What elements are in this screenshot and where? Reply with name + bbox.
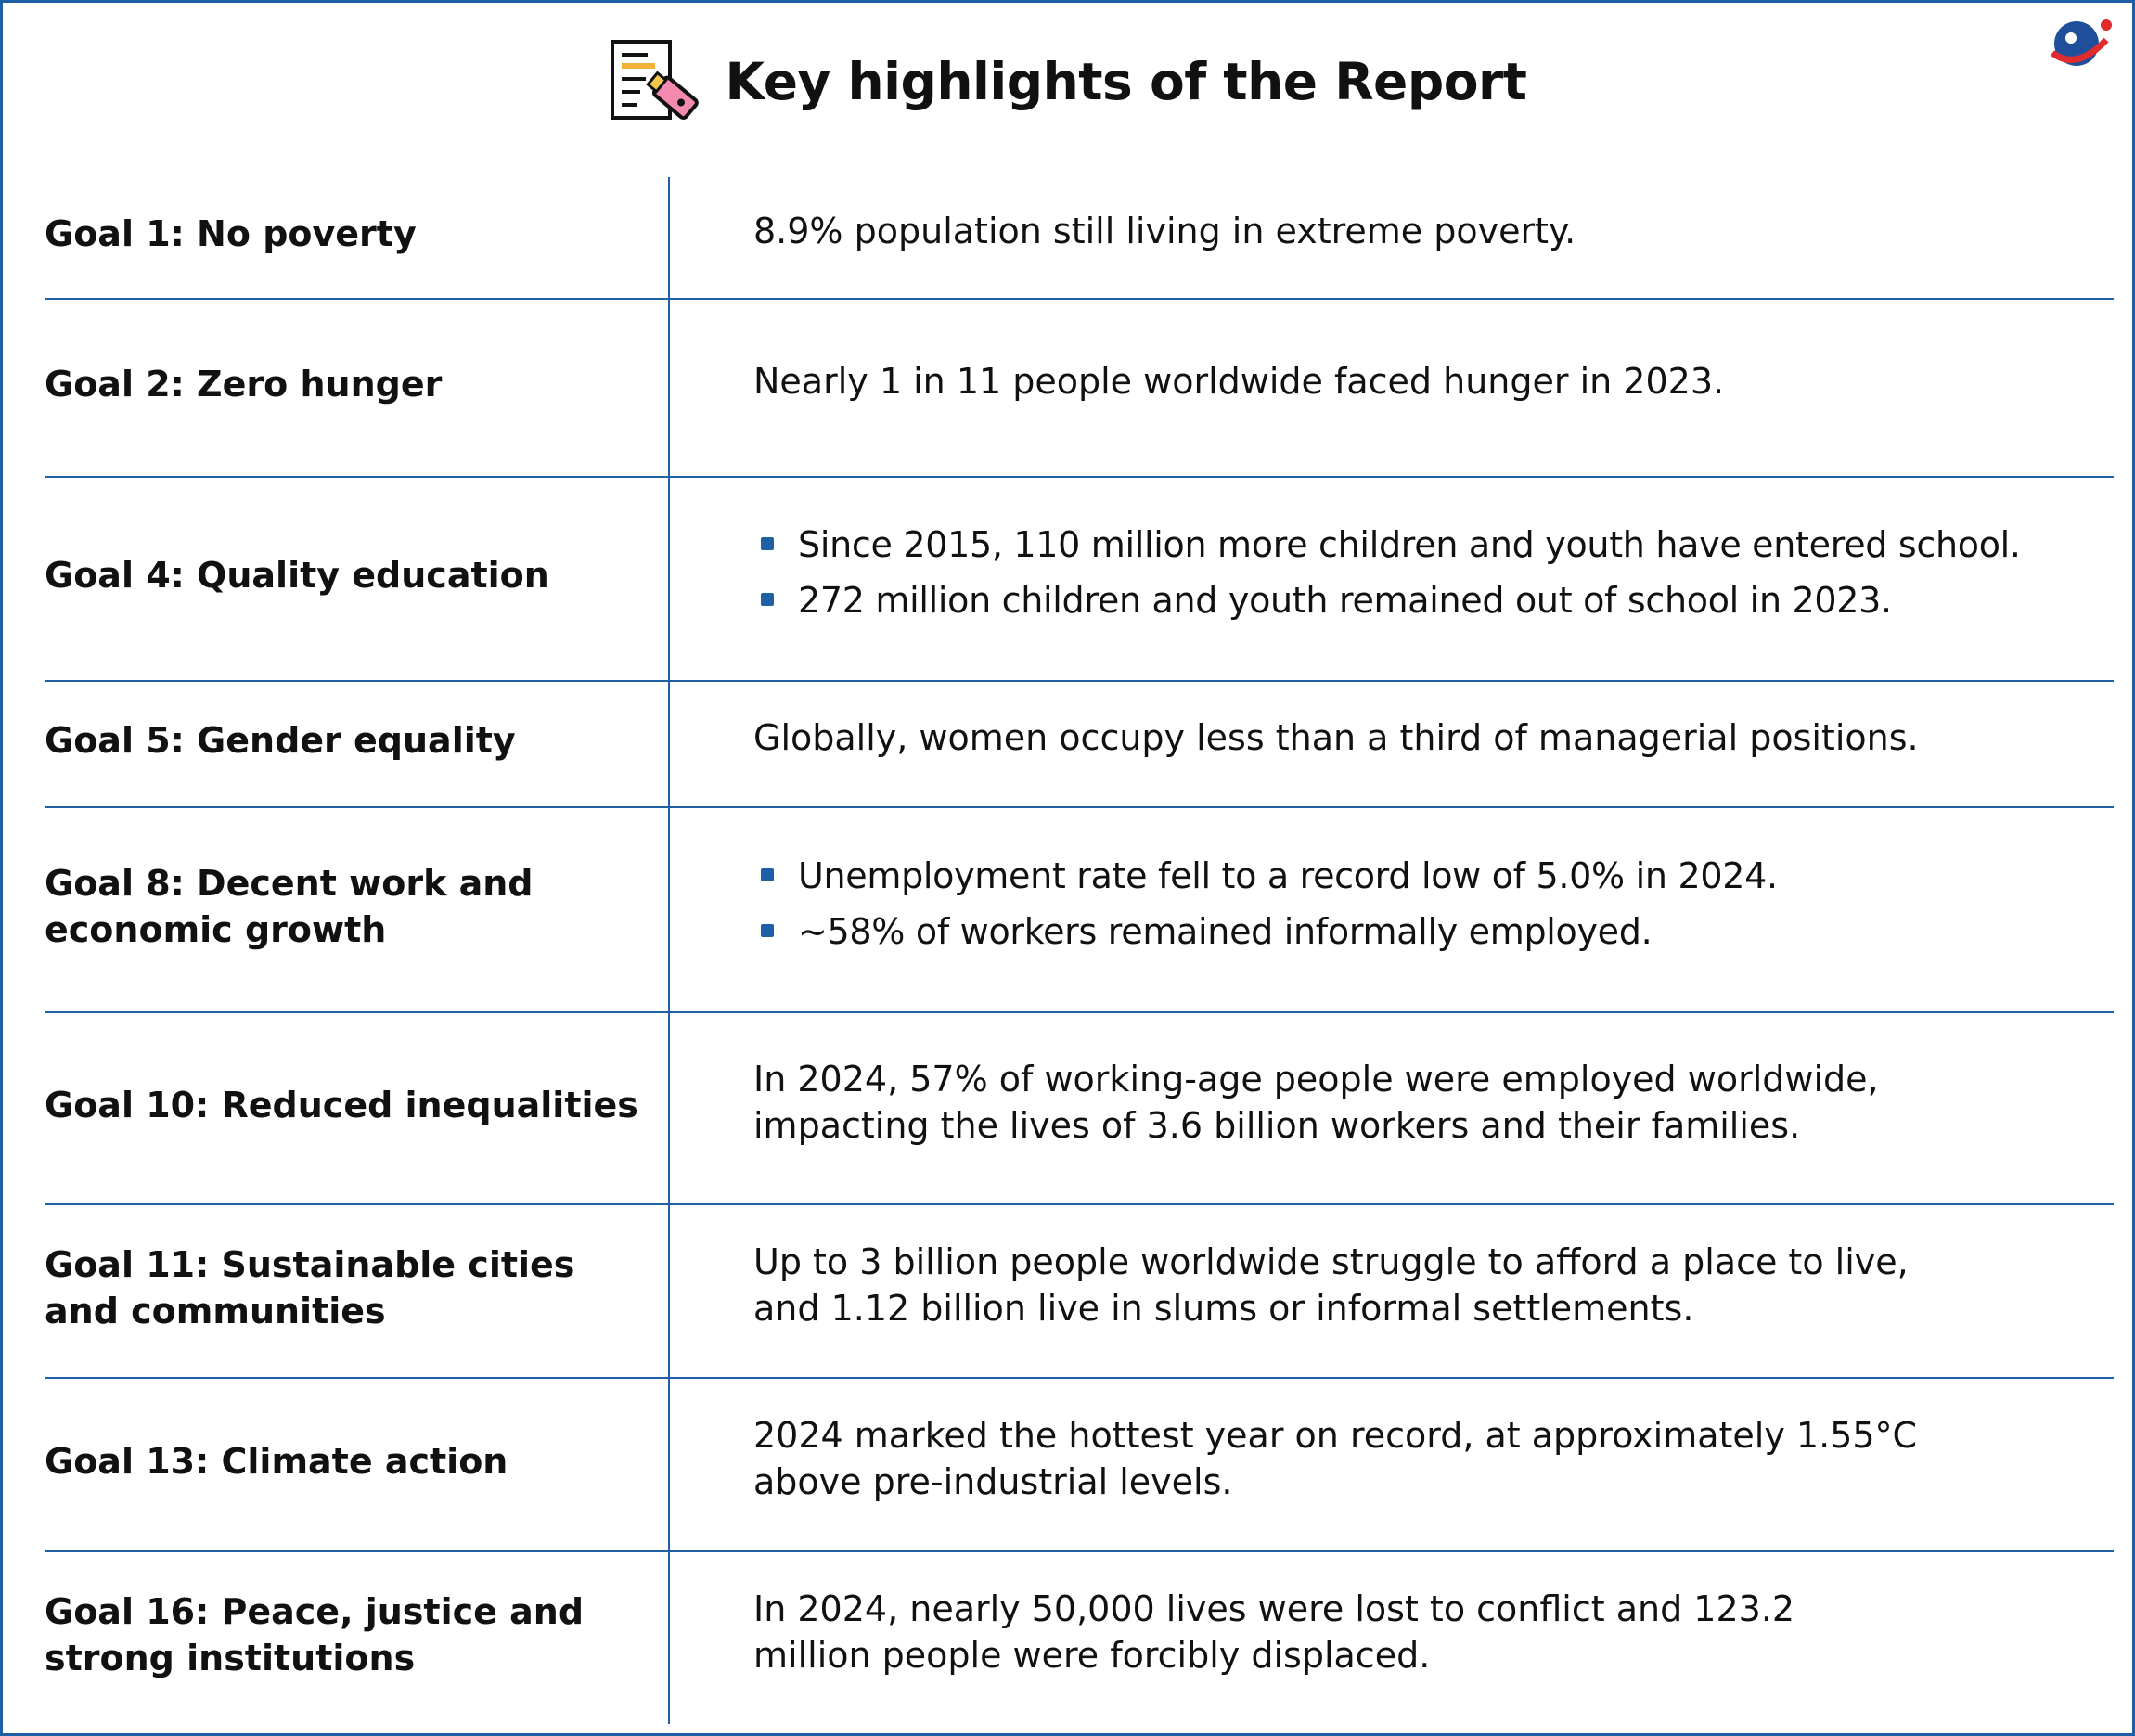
highlight-text: 8.9% population still living in extreme … [753,211,1576,251]
highlight-text: 2024 marked the hottest year on record, … [753,1414,1918,1502]
highlight-text: In 2024, nearly 50,000 lives were lost t… [753,1588,1795,1676]
highlight-text: Nearly 1 in 11 people worldwide faced hu… [753,361,1725,402]
logo [2050,19,2112,66]
table-row: Goal 10: Reduced inequalities In 2024, 57… [45,1013,2114,1205]
highlight-cell: Unemployment rate fell to a record low o… [670,808,2114,1011]
highlight-cell: Up to 3 billion people worldwide struggl… [670,1205,2114,1377]
bullet-item: Unemployment rate fell to a record low o… [753,853,2114,899]
goal-label: Goal 4: Quality education [45,555,549,596]
bullet-item: ~58% of workers remained informally empl… [753,908,2114,955]
highlight-text: Up to 3 billion people worldwide struggl… [753,1241,1909,1329]
bullet-item: Since 2015, 110 million more children an… [753,521,2114,568]
goal-cell: Goal 11: Sustainable cities and communit… [45,1205,670,1377]
highlight-cell: 2024 marked the hottest year on record, … [670,1379,2114,1550]
table-row: Goal 8: Decent work and economic growth U… [45,808,2114,1013]
goal-label: Goal 1: No poverty [45,213,417,254]
table-row: Goal 11: Sustainable cities and communit… [45,1205,2114,1379]
goal-label: Goal 5: Gender equality [45,720,516,761]
goal-cell: Goal 1: No poverty [45,177,670,298]
highlight-cell: 8.9% population still living in extreme … [670,177,2114,298]
goal-cell: Goal 2: Zero hunger [45,300,670,476]
table-row: Goal 2: Zero hunger Nearly 1 in 11 people… [45,300,2114,478]
table-row: Goal 1: No poverty 8.9% population still … [45,177,2114,300]
highlight-cell: Nearly 1 in 11 people worldwide faced hu… [670,300,2114,476]
highlight-cell: In 2024, 57% of working-age people were … [670,1013,2114,1203]
table-row: Goal 13: Climate action 2024 marked the h… [45,1379,2114,1552]
highlight-cell: Globally, women occupy less than a third… [670,682,2114,806]
highlights-table: Goal 1: No poverty 8.9% population still … [45,177,2114,1724]
goal-label: Goal 13: Climate action [45,1440,508,1482]
goal-cell: Goal 8: Decent work and economic growth [45,808,670,1011]
highlight-cell: In 2024, nearly 50,000 lives were lost t… [670,1552,2114,1724]
highlight-text: Globally, women occupy less than a third… [753,717,1919,758]
goal-label: Goal 10: Reduced inequalities [45,1084,638,1125]
goal-cell: Goal 10: Reduced inequalities [45,1013,670,1203]
goal-label: Goal 11: Sustainable cities and communit… [45,1243,575,1331]
report-icon [610,39,699,120]
goal-cell: Goal 4: Quality education [45,478,670,680]
bullet-list: Since 2015, 110 million more children an… [753,512,2114,633]
goal-label: Goal 16: Peace, justice and strong insti… [45,1590,585,1678]
header: Key highlights of the Report [3,31,2132,133]
table-row: Goal 4: Quality education Since 2015, 110… [45,478,2114,682]
highlight-cell: Since 2015, 110 million more children an… [670,478,2114,680]
bullet-item: 272 million children and youth remained … [753,577,2114,624]
goal-label: Goal 8: Decent work and economic growth [45,862,534,950]
title: Key highlights of the Report [725,52,1527,111]
table-row: Goal 16: Peace, justice and strong insti… [45,1552,2114,1724]
goal-cell: Goal 13: Climate action [45,1379,670,1550]
goal-label: Goal 2: Zero hunger [45,364,443,405]
goal-cell: Goal 5: Gender equality [45,682,670,806]
bullet-list: Unemployment rate fell to a record low o… [753,843,2114,964]
goal-cell: Goal 16: Peace, justice and strong insti… [45,1552,670,1724]
table-row: Goal 5: Gender equality Globally, women o… [45,682,2114,808]
highlight-text: In 2024, 57% of working-age people were … [753,1058,1879,1146]
